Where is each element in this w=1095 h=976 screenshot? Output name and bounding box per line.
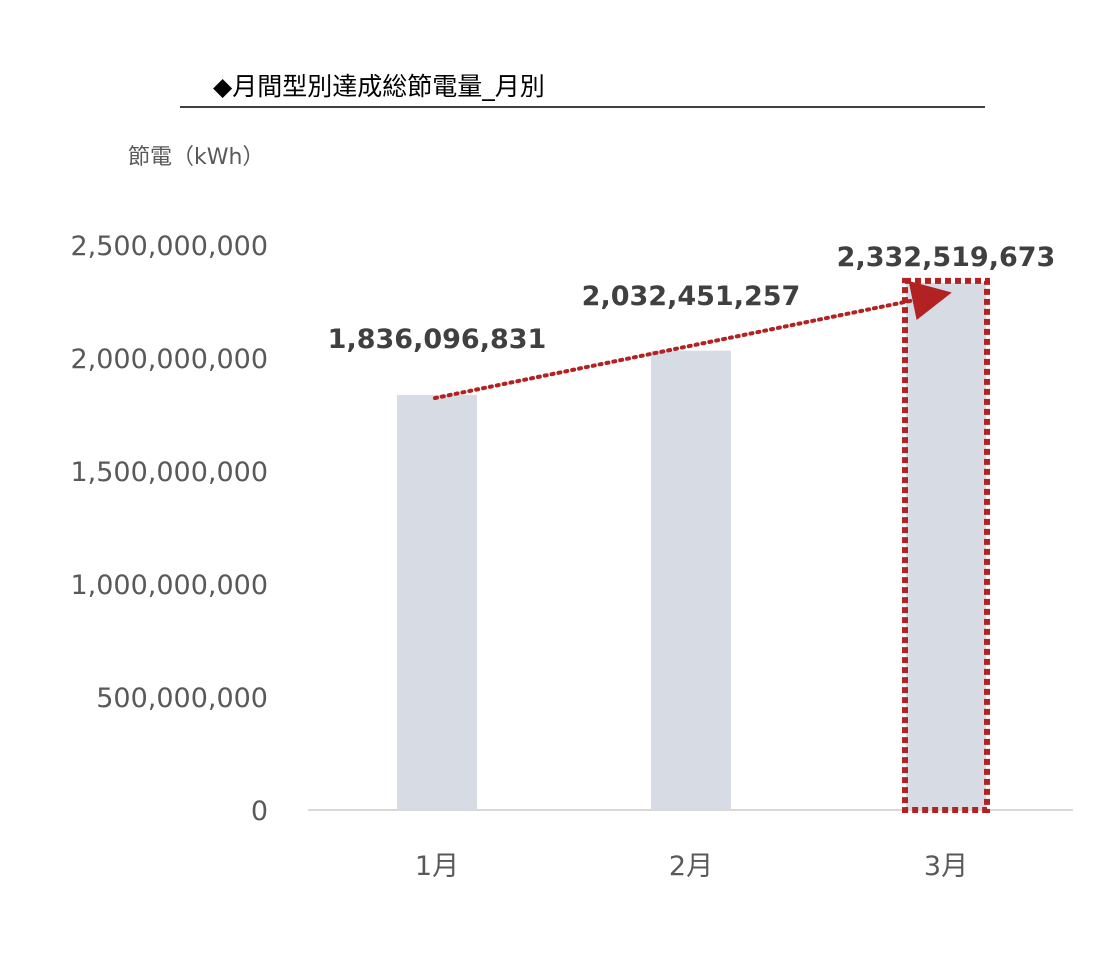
y-axis-ticks: 0 500,000,000 1,000,000,000 1,500,000,000 2,… bbox=[70, 231, 268, 827]
y-tick-label: 1,500,000,000 bbox=[70, 457, 268, 488]
data-label: 1,836,096,831 bbox=[328, 324, 547, 355]
bar bbox=[397, 395, 477, 810]
trend-arrow bbox=[433, 280, 952, 401]
y-tick-label: 2,000,000,000 bbox=[70, 344, 268, 375]
bar bbox=[651, 350, 731, 810]
y-tick-label: 0 bbox=[251, 796, 268, 827]
chart-title: ◆月間型別達成総節電量_月別 bbox=[213, 72, 545, 101]
x-axis-ticks: 1月 2月 3月 bbox=[415, 851, 968, 882]
data-label: 2,032,451,257 bbox=[582, 281, 801, 312]
highlight-group bbox=[902, 277, 990, 814]
bars bbox=[397, 282, 986, 810]
highlight-box bbox=[902, 277, 990, 814]
title-group: ◆月間型別達成総節電量_月別 bbox=[180, 72, 985, 108]
data-labels: 1,836,096,831 2,032,451,257 2,332,519,673 bbox=[328, 242, 1056, 355]
y-tick-label: 500,000,000 bbox=[96, 683, 268, 714]
y-tick-label: 2,500,000,000 bbox=[70, 231, 268, 262]
x-tick-label: 3月 bbox=[924, 851, 968, 882]
x-tick-label: 2月 bbox=[669, 851, 713, 882]
data-label: 2,332,519,673 bbox=[837, 242, 1056, 273]
x-tick-label: 1月 bbox=[415, 851, 459, 882]
y-axis-label: 節電（kWh） bbox=[128, 145, 264, 170]
trend-group bbox=[433, 280, 952, 401]
y-tick-label: 1,000,000,000 bbox=[70, 570, 268, 601]
bar bbox=[906, 282, 986, 810]
